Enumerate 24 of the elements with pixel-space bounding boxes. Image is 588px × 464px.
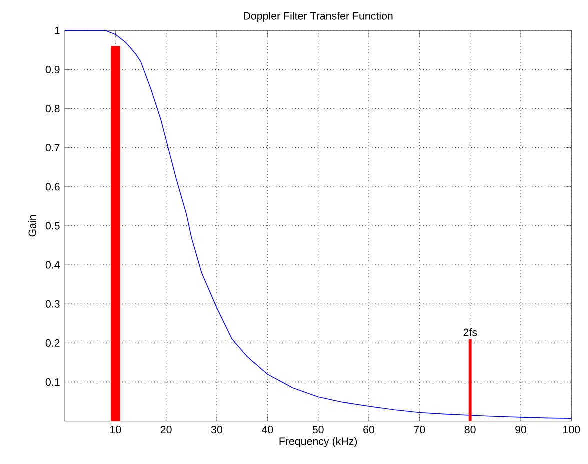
y-tick-label: 0.8 [46,105,60,113]
x-tick-label: 30 [211,426,223,434]
y-tick-label: 0.2 [46,339,60,347]
annotation: 2fs [464,328,478,336]
x-tick-label: 90 [516,426,527,434]
y-tick-label: 0.5 [46,222,60,230]
x-tick-label: 50 [312,426,324,434]
chart-title: Doppler Filter Transfer Function [244,12,393,22]
y-tick-label: 0.3 [46,300,60,308]
y-tick-label: 0.4 [46,261,60,269]
y-tick-label: 0.6 [46,183,60,191]
y-tick-label: 0.9 [46,66,60,74]
y-axis-title: Gain [28,215,36,237]
x-tick-label: 10 [110,426,122,434]
x-tick-label: 100 [564,426,580,434]
x-tick-label: 20 [160,426,172,434]
y-tick-label: 1 [55,26,60,34]
x-tick-label: 70 [414,426,426,434]
x-tick-label: 60 [364,426,375,434]
y-tick-label: 0.7 [46,144,60,152]
x-tick-label: 40 [262,426,274,434]
x-axis-title: Frequency (kHz) [280,437,358,448]
y-tick-label: 0.1 [46,378,60,386]
x-tick-label: 80 [464,426,476,434]
